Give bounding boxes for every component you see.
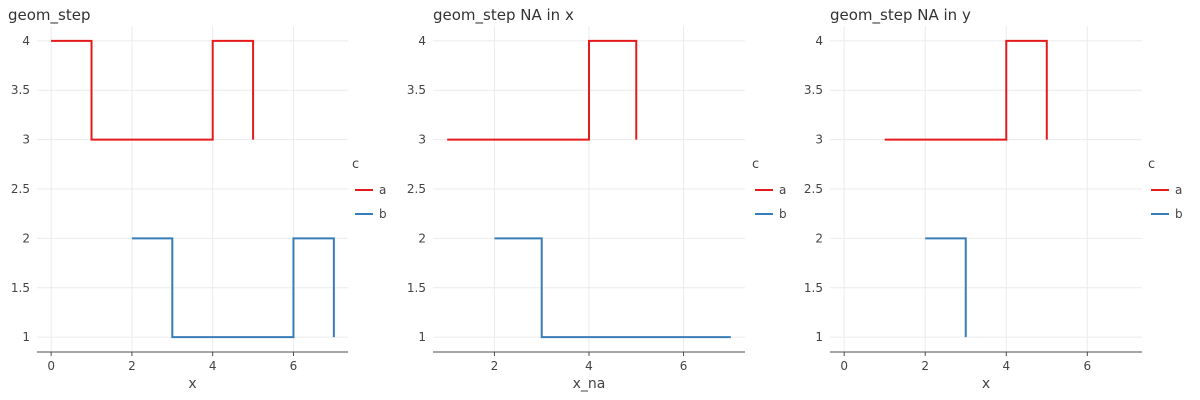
x-axis-label: x: [188, 376, 196, 392]
y-tick-label: 4: [815, 34, 823, 48]
chart-title: geom_step NA in x: [433, 6, 574, 25]
y-tick-label: 3.5: [804, 83, 823, 97]
legend-title: c: [352, 157, 359, 172]
y-tick-label: 3: [418, 133, 426, 147]
legend-label-a: a: [1175, 183, 1182, 197]
chart-title: geom_step: [8, 6, 91, 25]
legend: c ab: [752, 157, 787, 221]
y-tick-label: 1.5: [407, 281, 426, 295]
legend-title: c: [1148, 157, 1155, 172]
y-tick-label: 1: [418, 330, 426, 344]
y-tick-label: 2: [418, 231, 426, 245]
legend: c ab: [352, 157, 387, 221]
legend-label-b: b: [1175, 207, 1183, 221]
x-tick-label: 4: [585, 359, 593, 373]
x-tick-label: 0: [840, 359, 848, 373]
y-tick-label: 2: [22, 231, 30, 245]
y-tick-label: 1.5: [804, 281, 823, 295]
series-line-b: [925, 237, 967, 338]
y-tick-label: 2.5: [407, 182, 426, 196]
x-tick-label: 0: [47, 359, 55, 373]
series-line-a: [51, 39, 255, 141]
legend-label-b: b: [779, 207, 787, 221]
legend-label-a: a: [379, 183, 386, 197]
x-tick-label: 6: [290, 359, 298, 373]
x-tick-label: 2: [491, 359, 499, 373]
x-tick-label: 2: [921, 359, 929, 373]
y-tick-label: 1.5: [11, 281, 30, 295]
y-tick-label: 4: [418, 34, 426, 48]
y-tick-label: 3.5: [407, 83, 426, 97]
series-line-a: [884, 39, 1048, 141]
y-tick-label: 2: [815, 231, 823, 245]
x-axis-label: x: [982, 376, 990, 392]
x-axis-label: x_na: [573, 376, 606, 392]
x-tick-label: 6: [680, 359, 688, 373]
panel-2: 2 4 6 1 1.5 2 2.5 3 3.5 4 geom_step NA in x x_na c ab: [407, 6, 787, 392]
x-tick-label: 6: [1083, 359, 1091, 373]
panel-3: 0 2 4 6 1 1.5 2 2.5 3 3.5 4 geom_step NA in y x c ab: [804, 6, 1183, 392]
legend-label-a: a: [779, 183, 786, 197]
series-line-b: [131, 237, 335, 339]
legend-label-b: b: [379, 207, 387, 221]
y-tick-label: 3: [22, 133, 30, 147]
y-tick-label: 2.5: [804, 182, 823, 196]
series-line-a: [447, 39, 638, 141]
series-line-b: [494, 237, 731, 339]
chart-title: geom_step NA in y: [830, 6, 971, 25]
legend-title: c: [752, 157, 759, 172]
y-tick-label: 3: [815, 133, 823, 147]
x-tick-label: 4: [209, 359, 217, 373]
y-tick-label: 1: [815, 330, 823, 344]
x-tick-label: 4: [1002, 359, 1010, 373]
x-tick-label: 2: [128, 359, 136, 373]
legend: c ab: [1148, 157, 1183, 221]
y-tick-label: 3.5: [11, 83, 30, 97]
y-tick-label: 1: [22, 330, 30, 344]
y-tick-label: 4: [22, 34, 30, 48]
y-tick-label: 2.5: [11, 182, 30, 196]
